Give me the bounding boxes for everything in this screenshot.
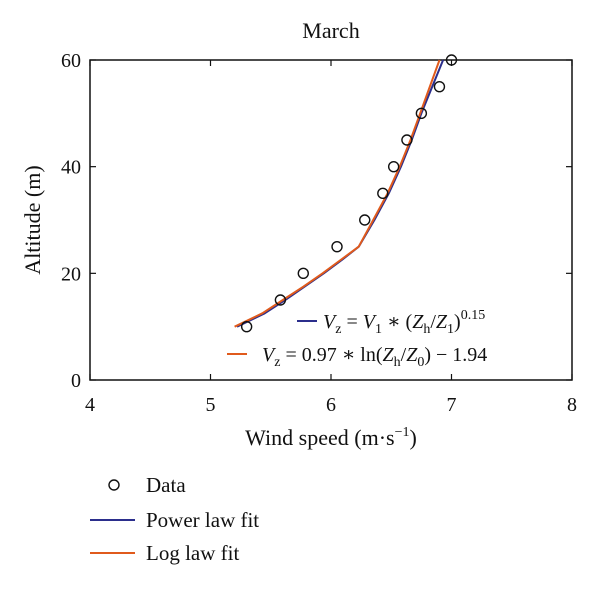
- y-axis-label: Altitude (m): [20, 165, 45, 274]
- data-point-4: [359, 214, 371, 226]
- x-tick-label-0: 4: [85, 394, 95, 416]
- data-point-2: [297, 267, 309, 280]
- log-law-fit-line: [234, 59, 441, 328]
- chart-title: March: [302, 18, 359, 43]
- data-point-1: [274, 294, 287, 306]
- data-point-7: [401, 134, 413, 146]
- data-point-10: [445, 54, 458, 66]
- y-axis-ticks: 0 20 40 60: [61, 50, 572, 392]
- x-axis-label: Wind speed (m·s−1): [245, 425, 417, 450]
- y-tick-label-2: 40: [61, 157, 81, 179]
- data-point-5: [377, 187, 389, 200]
- legend-label-data: Data: [146, 473, 186, 497]
- y-tick-label-0: 0: [71, 370, 81, 392]
- log-law-equation: Vz = 0.97 ∗ ln(Zh/Z0) − 1.94: [262, 344, 487, 370]
- x-tick-label-4: 8: [567, 394, 577, 416]
- legend-data-marker: [108, 479, 120, 491]
- x-tick-label-2: 6: [326, 394, 336, 416]
- power-law-fit-line: [236, 59, 445, 328]
- series-layer: [234, 54, 458, 333]
- data-point-9: [433, 80, 446, 93]
- x-tick-label-1: 5: [206, 394, 216, 416]
- legend-label-log: Log law fit: [146, 541, 239, 565]
- legend: Data Power law fit Log law fit: [90, 473, 259, 565]
- power-law-equation: Vz = V1 ∗ (Zh/Z1)0.15: [323, 308, 485, 337]
- data-point-0: [240, 320, 253, 333]
- data-point-6: [387, 160, 400, 173]
- y-tick-label-1: 20: [61, 263, 81, 285]
- legend-label-power: Power law fit: [146, 508, 259, 532]
- data-point-8: [415, 107, 428, 120]
- data-point-3: [331, 240, 343, 253]
- y-tick-label-3: 60: [61, 50, 81, 72]
- x-tick-label-3: 7: [447, 394, 457, 416]
